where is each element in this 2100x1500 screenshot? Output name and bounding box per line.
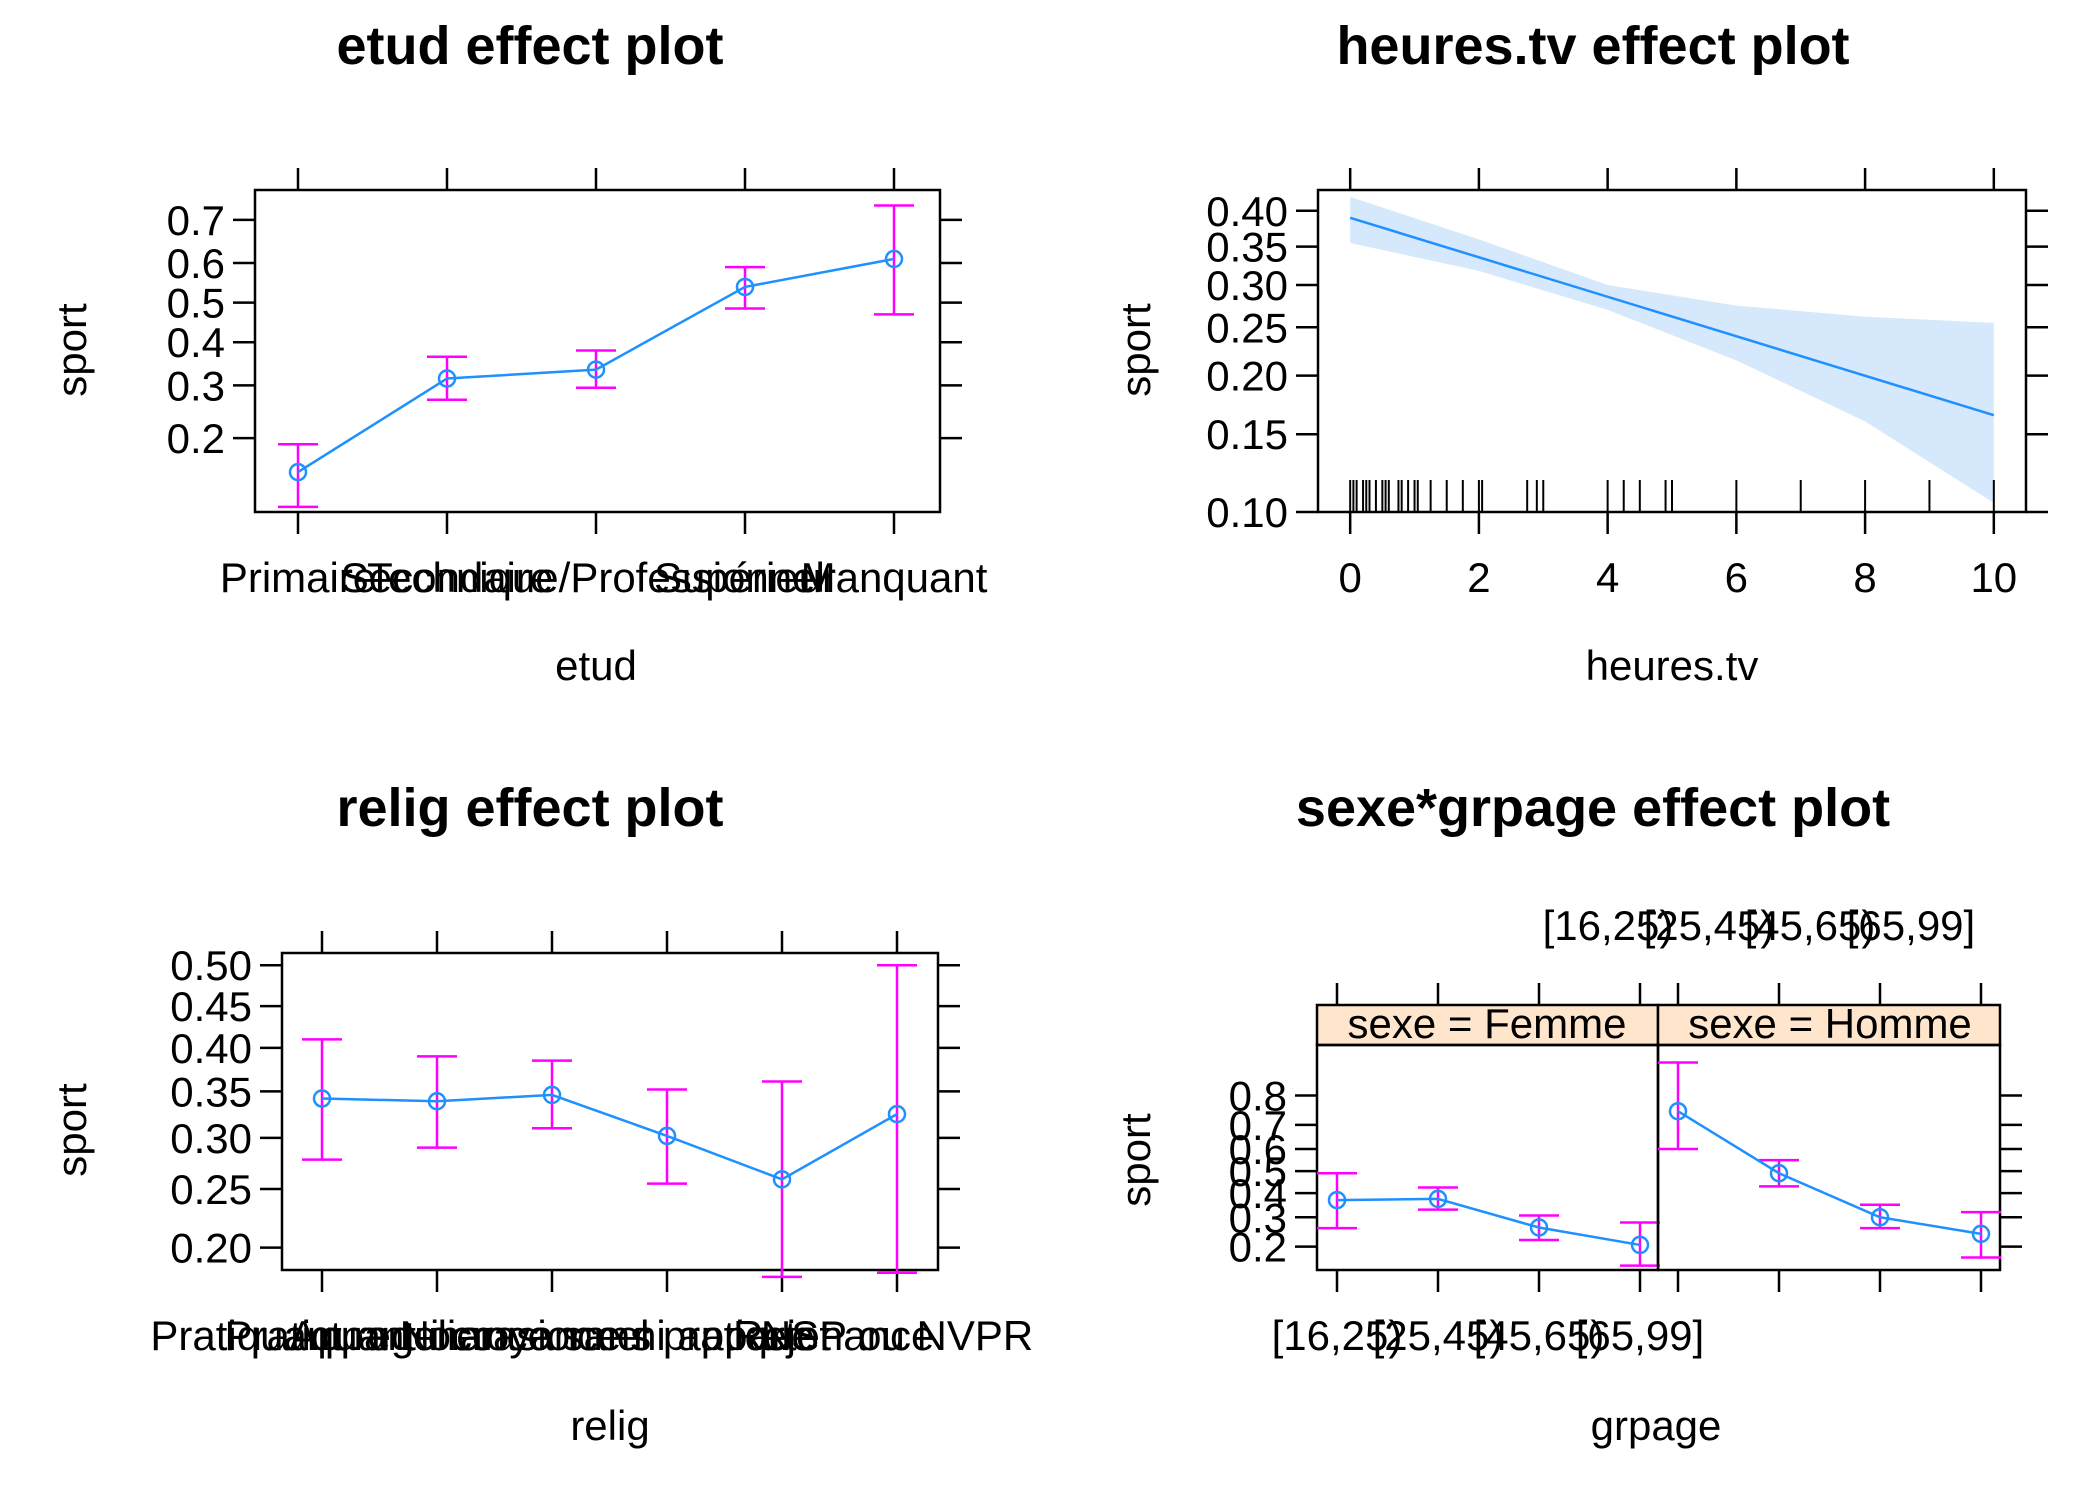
etud-ytick-label-5: 0.7 bbox=[167, 197, 225, 244]
heures-tv-xtick-label-4: 8 bbox=[1853, 554, 1876, 601]
relig-xtick-label-5: NSP ou NVPR bbox=[761, 1312, 1033, 1359]
etud-xtick-label-4: Manquant bbox=[801, 554, 988, 601]
relig-xtick-label-4: Rejet bbox=[733, 1312, 831, 1359]
sexe-grpage-panel-0-effect-line bbox=[1336, 1197, 1641, 1247]
sexe-grpage-xtick-label-bottom-0: [16,25) bbox=[1272, 1312, 1403, 1359]
strip-label-femme: sexe = Femme bbox=[1348, 1000, 1627, 1047]
sexe-grpage-plot-title: sexe*grpage effect plot bbox=[1296, 778, 1890, 838]
sexe-grpage-ytick-label-3: 0.5 bbox=[1229, 1148, 1287, 1195]
relig-ytick-label-0: 0.20 bbox=[170, 1225, 252, 1272]
sexe-grpage-ytick-label-5: 0.7 bbox=[1229, 1102, 1287, 1149]
relig-xtick-label-3: Ni croyance ni appartenance bbox=[400, 1312, 935, 1359]
relig-point-5 bbox=[887, 1104, 907, 1124]
etud-point-3 bbox=[735, 277, 755, 297]
etud-point-1 bbox=[437, 369, 457, 388]
sexe-grpage-xtick-label-bottom-3: [65,99] bbox=[1576, 1312, 1704, 1359]
heures-tv-ytick-label-1: 0.15 bbox=[1206, 411, 1288, 458]
heures-tv-confidence-band bbox=[1350, 196, 1994, 503]
sexe-grpage-strip-0 bbox=[1315, 1003, 1660, 1047]
sexe-grpage-panel-1-point-3 bbox=[1971, 1224, 1991, 1244]
etud-point-4 bbox=[884, 249, 904, 269]
sexe-grpage-ytick-label-2: 0.4 bbox=[1229, 1170, 1287, 1217]
etud-xtick-label-2: Technique/Professionnel bbox=[367, 554, 825, 601]
etud-ytick-label-1: 0.3 bbox=[167, 362, 225, 409]
sexe-grpage-ylabel: sport bbox=[1112, 1113, 1159, 1207]
sexe-grpage-xtick-label-bottom-2: [45,65) bbox=[1474, 1312, 1605, 1359]
heures-tv-ytick-label-6: 0.40 bbox=[1206, 188, 1288, 235]
etud-plot-frame bbox=[253, 188, 942, 514]
sexe-grpage-xtick-label-top-1: [25,45) bbox=[1644, 902, 1775, 949]
relig-ytick-label-4: 0.40 bbox=[170, 1025, 252, 1072]
relig-ytick-label-2: 0.30 bbox=[170, 1115, 252, 1162]
relig-point-0 bbox=[312, 1089, 332, 1108]
relig-xtick-label-1: Pratiquant occasionnel bbox=[225, 1312, 650, 1359]
etud-xtick-label-0: Primaire bbox=[220, 554, 376, 601]
etud-point-0 bbox=[288, 462, 308, 482]
heures-tv-xtick-label-1: 2 bbox=[1467, 554, 1490, 601]
relig-plot-frame bbox=[280, 951, 940, 1272]
heures-tv-xtick-label-0: 0 bbox=[1339, 554, 1362, 601]
sexe-grpage-panel-frame-0 bbox=[1315, 1043, 1660, 1272]
relig-xtick-label-0: Pratiquant regulier bbox=[150, 1312, 493, 1359]
sexe-grpage-panel-1-point-2 bbox=[1870, 1208, 1890, 1227]
strip-label-homme: sexe = Homme bbox=[1688, 1000, 1972, 1047]
sexe-grpage-ytick-label-1: 0.3 bbox=[1229, 1194, 1287, 1241]
sexe-grpage-xtick-label-bottom-1: [25,45) bbox=[1373, 1312, 1504, 1359]
heures-tv-xtick-label-2: 4 bbox=[1596, 554, 1619, 601]
heures-tv-ytick-label-3: 0.25 bbox=[1206, 304, 1288, 351]
relig-point-2 bbox=[542, 1085, 562, 1105]
relig-xtick-label-2: Appartenance sans pratique bbox=[289, 1312, 814, 1359]
etud-ytick-label-3: 0.5 bbox=[167, 280, 225, 327]
relig-xlabel: relig bbox=[570, 1402, 649, 1449]
relig-ytick-label-3: 0.35 bbox=[170, 1068, 252, 1115]
heures-tv-ytick-label-0: 0.10 bbox=[1206, 489, 1288, 536]
relig-ytick-label-1: 0.25 bbox=[170, 1166, 252, 1213]
heures-tv-ytick-label-2: 0.20 bbox=[1206, 353, 1288, 400]
etud-xtick-label-3: Supérieur bbox=[654, 554, 836, 601]
sexe-grpage-panel-1-point-1 bbox=[1769, 1164, 1789, 1183]
heures-tv-xtick-label-3: 6 bbox=[1725, 554, 1748, 601]
etud-plot-title: etud effect plot bbox=[337, 16, 724, 76]
etud-ytick-label-0: 0.2 bbox=[167, 415, 225, 462]
etud-xlabel: etud bbox=[555, 642, 637, 689]
sexe-grpage-strip-1 bbox=[1656, 1003, 2002, 1047]
sexe-grpage-ytick-label-6: 0.8 bbox=[1229, 1073, 1287, 1120]
sexe-grpage-panel-0-point-2 bbox=[1529, 1218, 1549, 1237]
etud-xtick-label-1: Secondaire bbox=[341, 554, 553, 601]
relig-ytick-label-5: 0.45 bbox=[170, 983, 252, 1030]
relig-point-4 bbox=[772, 1170, 792, 1189]
sexe-grpage-panel-0-point-3 bbox=[1630, 1235, 1650, 1255]
relig-ylabel: sport bbox=[48, 1083, 95, 1177]
sexe-grpage-xtick-label-top-3: [65,99] bbox=[1847, 902, 1975, 949]
sexe-grpage-xlabel: grpage bbox=[1591, 1402, 1722, 1449]
heures-tv-effect-line bbox=[1349, 216, 1995, 417]
sexe-grpage-panel-frame-1 bbox=[1656, 1043, 2002, 1272]
sexe-grpage-panel-0-point-0 bbox=[1327, 1190, 1347, 1210]
sexe-grpage-xtick-label-top-2: [45,65) bbox=[1745, 902, 1876, 949]
heures-tv-ytick-label-5: 0.35 bbox=[1206, 224, 1288, 271]
etud-effect-line bbox=[297, 257, 895, 474]
relig-point-3 bbox=[657, 1126, 677, 1146]
relig-effect-line bbox=[321, 1093, 898, 1181]
relig-ytick-label-6: 0.50 bbox=[170, 942, 252, 989]
heures-tv-ytick-label-4: 0.30 bbox=[1206, 262, 1288, 309]
heures-tv-ylabel: sport bbox=[1112, 303, 1159, 397]
sexe-grpage-panel-0-point-1 bbox=[1428, 1189, 1448, 1209]
sexe-grpage-xtick-label-top-0: [16,25) bbox=[1543, 902, 1674, 949]
heures-tv-xlabel: heures.tv bbox=[1586, 642, 1759, 689]
etud-point-2 bbox=[586, 360, 606, 379]
heures-tv-xtick-label-5: 10 bbox=[1970, 554, 2017, 601]
sexe-grpage-panel-1-effect-line bbox=[1677, 1110, 1982, 1236]
etud-ytick-label-2: 0.4 bbox=[167, 319, 225, 366]
relig-plot-title: relig effect plot bbox=[336, 778, 723, 838]
sexe-grpage-ytick-label-4: 0.6 bbox=[1229, 1126, 1287, 1173]
etud-ytick-label-4: 0.6 bbox=[167, 240, 225, 287]
sexe-grpage-panel-1-point-0 bbox=[1668, 1101, 1688, 1121]
heures-tv-plot-title: heures.tv effect plot bbox=[1336, 16, 1849, 76]
sexe-grpage-ytick-label-0: 0.2 bbox=[1229, 1224, 1287, 1271]
etud-ylabel: sport bbox=[48, 303, 95, 397]
relig-point-1 bbox=[427, 1092, 447, 1111]
